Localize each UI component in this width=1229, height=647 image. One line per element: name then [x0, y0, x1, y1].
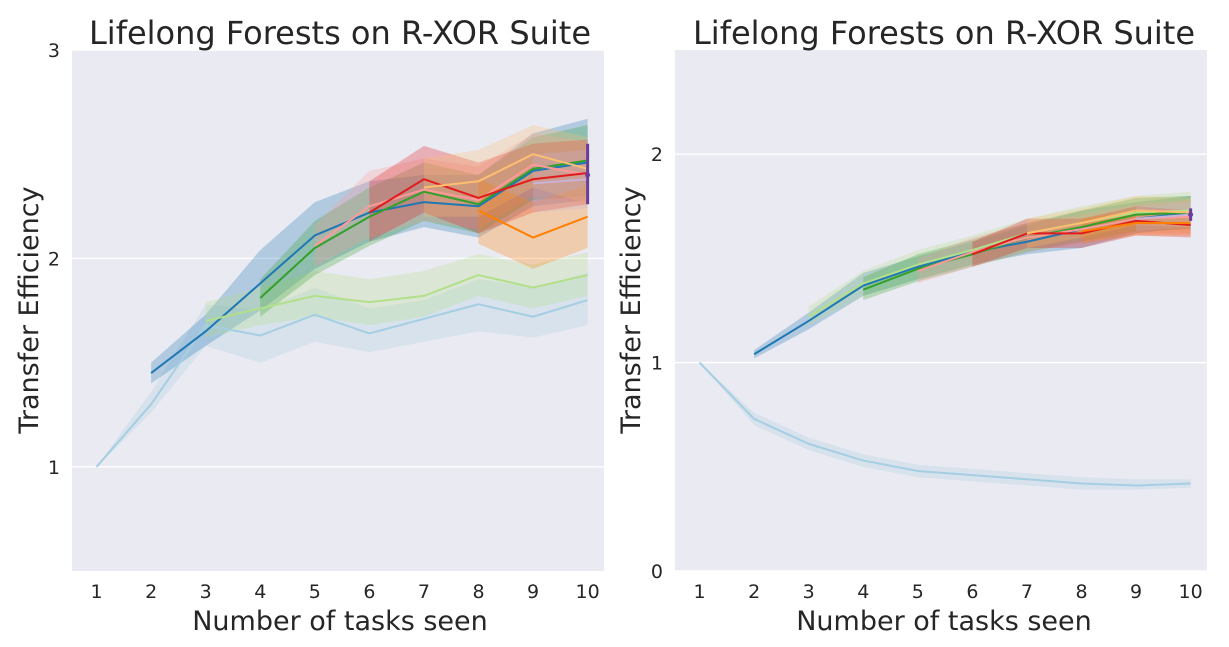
series-line-7 — [1081, 221, 1191, 233]
series-line-7 — [478, 209, 588, 239]
series-point-9 — [1188, 212, 1194, 218]
x-tick-label: 4 — [254, 581, 266, 603]
confidence-band-1 — [754, 195, 1191, 359]
y-tick-labels: 1 2 3 — [48, 40, 60, 479]
series-line-0 — [95, 299, 588, 468]
series-line-8 — [532, 178, 588, 185]
series-line-6 — [423, 153, 588, 189]
y-tick-label: 2 — [48, 248, 60, 270]
plot-area — [72, 50, 604, 571]
chart-title: Lifelong Forests on R-XOR Suite — [89, 14, 591, 52]
x-tick-label: 1 — [694, 581, 706, 603]
y-tick-label: 1 — [48, 457, 60, 479]
x-tick-label: 10 — [576, 581, 600, 603]
x-tick-label: 5 — [309, 581, 321, 603]
x-tick-label: 10 — [1179, 581, 1203, 603]
x-tick-label: 5 — [912, 581, 924, 603]
series-lines — [698, 208, 1194, 487]
x-tick-label: 3 — [803, 581, 815, 603]
series-line-4 — [314, 163, 588, 247]
series-line-3 — [259, 159, 588, 299]
series-line-2 — [808, 209, 1191, 318]
x-tick-label: 8 — [472, 581, 484, 603]
x-tick-label: 4 — [857, 581, 869, 603]
series-line-2 — [205, 274, 588, 322]
confidence-band-1 — [151, 118, 588, 384]
grid-lines — [675, 153, 1207, 572]
confidence-band-0 — [96, 272, 588, 467]
chart-left: 1 2 3 4 5 6 7 8 9 10 1 2 3 Lifelong Forests on R-XO… — [14, 14, 604, 637]
x-tick-label: 6 — [363, 581, 375, 603]
x-axis-label: Number of tasks seen — [192, 606, 488, 637]
y-tick-label: 0 — [651, 561, 663, 583]
x-tick-label: 9 — [527, 581, 539, 603]
x-tick-label: 2 — [748, 581, 760, 603]
confidence-band-2 — [808, 191, 1191, 326]
x-tick-label: 2 — [145, 581, 157, 603]
x-tick-labels: 1 2 3 4 5 6 7 8 9 10 — [694, 581, 1203, 603]
x-tick-label: 3 — [200, 581, 212, 603]
confidence-band-4 — [314, 133, 588, 267]
plot-area — [675, 50, 1207, 571]
confidence-band-3 — [260, 125, 588, 317]
confidence-band-2 — [205, 252, 588, 338]
x-tick-label: 9 — [1130, 581, 1142, 603]
series-point-9 — [585, 172, 591, 178]
x-tick-label: 6 — [966, 581, 978, 603]
grid-lines — [72, 49, 604, 468]
chart-right: 1 2 3 4 5 6 7 8 9 10 0 1 2 Lifelong Forests on R-XO… — [616, 14, 1207, 637]
confidence-band-3 — [863, 195, 1191, 301]
x-tick-label: 7 — [418, 581, 430, 603]
chart-title: Lifelong Forests on R-XOR Suite — [693, 14, 1195, 52]
x-tick-labels: 1 2 3 4 5 6 7 8 9 10 — [91, 581, 600, 603]
series-line-8 — [1135, 213, 1191, 220]
x-tick-label: 1 — [91, 581, 103, 603]
y-tick-label: 3 — [48, 40, 60, 62]
confidence-band-7 — [1081, 210, 1191, 244]
confidence-band-6 — [1026, 195, 1191, 248]
x-axis-label: Number of tasks seen — [796, 606, 1092, 637]
y-tick-label: 2 — [651, 144, 663, 166]
y-axis-label: Transfer Efficiency — [14, 186, 45, 434]
y-tick-label: 1 — [651, 353, 663, 375]
series-line-0 — [698, 361, 1191, 487]
y-tick-labels: 0 1 2 — [651, 144, 663, 583]
confidence-band-7 — [478, 179, 588, 269]
series-line-5 — [368, 171, 588, 214]
y-axis-label: Transfer Efficiency — [616, 186, 647, 434]
series-lines — [95, 143, 591, 468]
x-tick-label: 8 — [1075, 581, 1087, 603]
x-tick-label: 7 — [1021, 581, 1033, 603]
series-line-6 — [1026, 209, 1191, 235]
confidence-bands — [699, 191, 1191, 490]
